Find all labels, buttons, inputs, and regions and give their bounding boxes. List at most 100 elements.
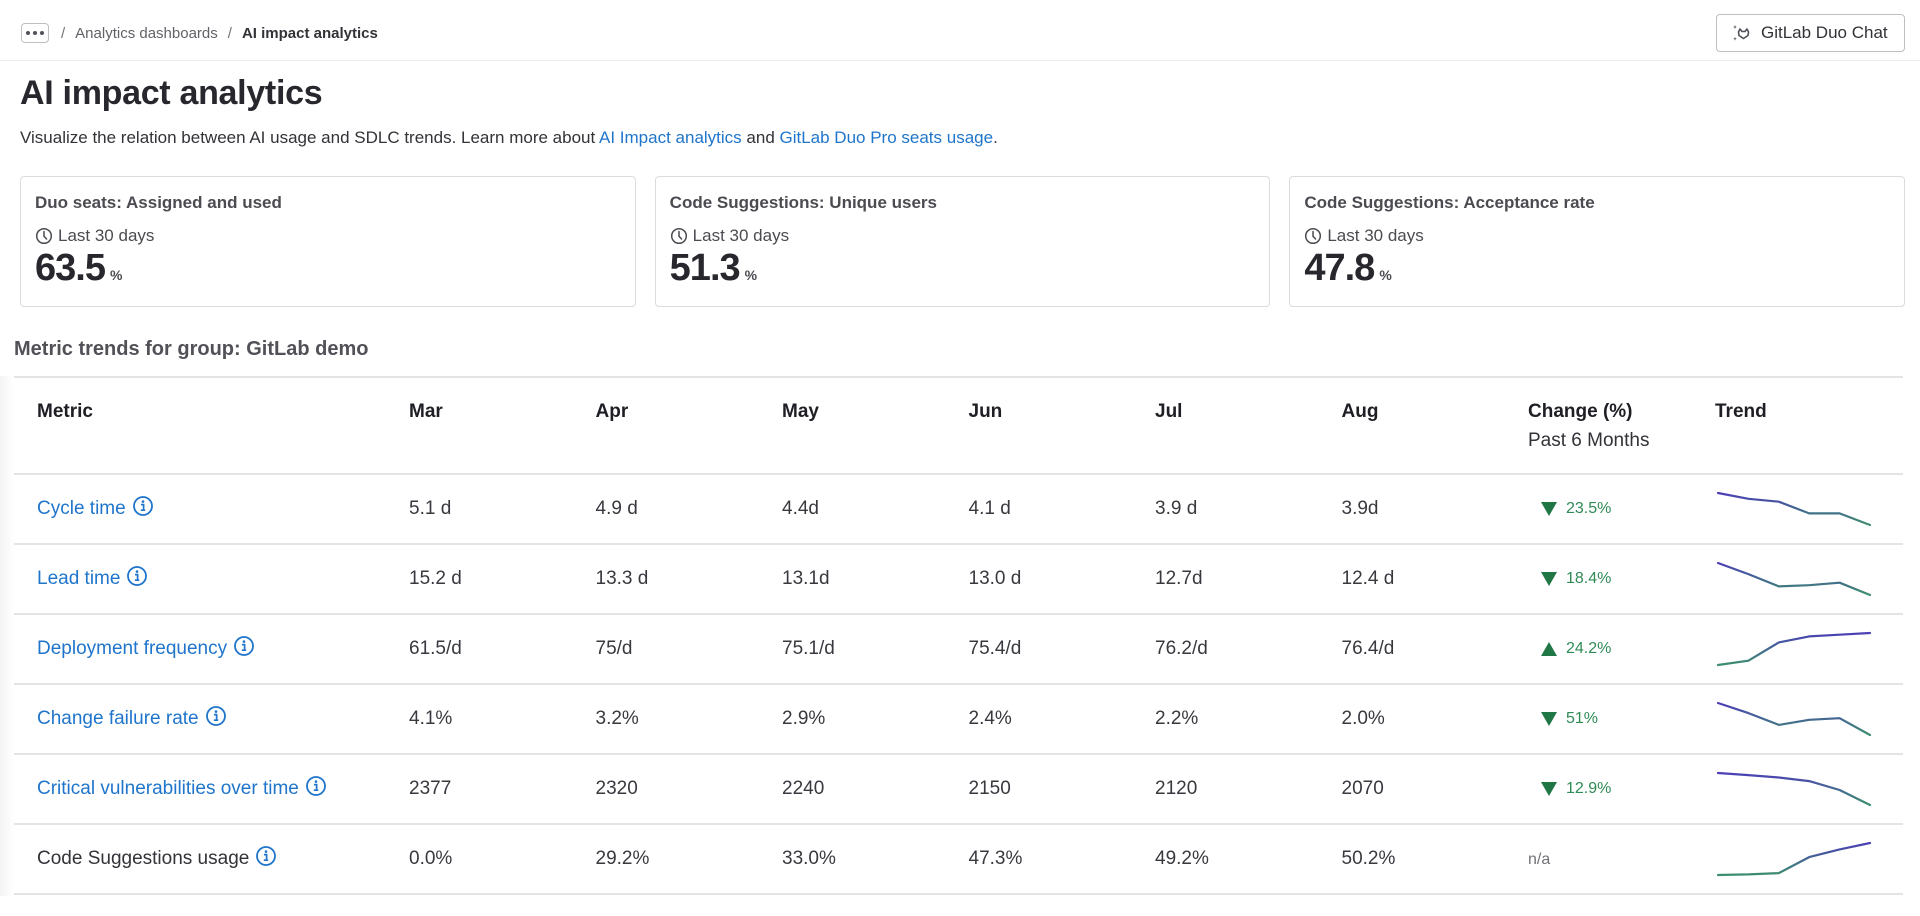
month-value: 47.3% — [968, 824, 1155, 895]
trend-cell — [1715, 684, 1903, 755]
month-value: 29.2% — [595, 824, 782, 895]
card-value: 63.5 % — [35, 247, 621, 290]
summary-cards: Duo seats: Assigned and used Last 30 day… — [20, 176, 1906, 307]
trend-sparkline — [1716, 771, 1872, 807]
info-icon[interactable] — [132, 495, 154, 523]
info-icon[interactable] — [205, 705, 227, 733]
top-bar: / Analytics dashboards / AI impact analy… — [0, 0, 1920, 61]
breadcrumb-more-button[interactable] — [21, 23, 49, 43]
trend-cell — [1715, 544, 1903, 615]
ai-impact-analytics-link[interactable]: AI Impact analytics — [599, 128, 742, 147]
info-icon[interactable] — [126, 565, 148, 593]
dot-icon — [40, 31, 44, 35]
change-cell: 12.9% — [1528, 754, 1715, 825]
card-number: 47.8 — [1304, 247, 1375, 289]
breadcrumb-current-page: AI impact analytics — [241, 24, 378, 42]
header-month: May — [782, 377, 969, 475]
trend-sparkline — [1716, 841, 1872, 877]
page-title: AI impact analytics — [20, 74, 323, 112]
card-period-label: Last 30 days — [1327, 226, 1424, 245]
breadcrumb: / Analytics dashboards / AI impact analy… — [21, 22, 378, 44]
month-value: 2377 — [409, 754, 596, 825]
month-value: 2150 — [968, 754, 1155, 825]
duo-chat-button[interactable]: GitLab Duo Chat — [1716, 14, 1905, 52]
metric-cell: Deployment frequency — [14, 614, 409, 685]
card-period-label: Last 30 days — [692, 226, 790, 245]
metric-cell: Code Suggestions usage — [14, 824, 409, 895]
triangle-down-icon — [1541, 782, 1557, 796]
month-value: 13.3 d — [595, 544, 782, 615]
month-value: 3.9 d — [1155, 474, 1342, 545]
month-value: 75/d — [595, 614, 782, 685]
metric-cell: Cycle time — [14, 474, 409, 545]
metric-name[interactable]: Deployment frequency — [37, 638, 228, 659]
header-change-label: Change (%) — [1528, 401, 1633, 422]
trend-sparkline — [1716, 631, 1872, 667]
metric-name[interactable]: Cycle time — [37, 498, 126, 519]
info-icon[interactable] — [233, 635, 255, 663]
month-value: 4.9 d — [595, 474, 782, 545]
month-value: 61.5/d — [409, 614, 596, 685]
month-value: 3.9d — [1341, 474, 1528, 545]
page-description: Visualize the relation between AI usage … — [20, 128, 998, 148]
card-period: Last 30 days — [670, 226, 1256, 246]
change-indicator: 23.5% — [1528, 500, 1715, 518]
metric-name[interactable]: Critical vulnerabilities over time — [37, 778, 299, 799]
month-value: 4.1% — [409, 684, 596, 755]
month-value: 3.2% — [595, 684, 782, 755]
table-row: Lead time 15.2 d 13.3 d 13.1d 13.0 d 12.7d 12.… — [14, 544, 1903, 615]
month-value: 2.4% — [968, 684, 1155, 755]
table-row: Deployment frequency 61.5/d 75/d 75.1/d 75.4… — [14, 614, 1903, 685]
duo-pro-seats-usage-link[interactable]: GitLab Duo Pro seats usage — [779, 128, 994, 147]
header-change-sub: Past 6 Months — [1528, 430, 1650, 451]
change-cell: 23.5% — [1528, 474, 1715, 545]
dot-icon — [26, 31, 30, 35]
metrics-table: Metric Mar Apr May Jun Jul Aug Change (%… — [14, 376, 1903, 895]
card-period: Last 30 days — [1304, 226, 1890, 246]
info-icon[interactable] — [305, 775, 327, 803]
month-value: 13.0 d — [968, 544, 1155, 615]
month-value: 12.7d — [1155, 544, 1342, 615]
metric-name: Code Suggestions usage — [37, 848, 250, 869]
trend-sparkline — [1716, 561, 1872, 597]
month-value: 50.2% — [1341, 824, 1528, 895]
trend-cell — [1715, 614, 1903, 685]
change-indicator: 24.2% — [1528, 640, 1715, 658]
month-value: 2120 — [1155, 754, 1342, 825]
clock-icon — [35, 227, 53, 245]
card-title: Code Suggestions: Acceptance rate — [1304, 193, 1595, 212]
card-acceptance-rate: Code Suggestions: Acceptance rate Last 3… — [1289, 176, 1906, 307]
triangle-up-icon — [1541, 642, 1557, 656]
metric-cell: Change failure rate — [14, 684, 409, 755]
breadcrumb-analytics-dashboards[interactable]: Analytics dashboards — [75, 24, 218, 42]
trend-cell — [1715, 474, 1903, 545]
change-value: 51% — [1566, 710, 1599, 727]
triangle-down-icon — [1541, 572, 1557, 586]
card-unit: % — [744, 267, 758, 283]
table-row: Code Suggestions usage 0.0% 29.2% 33.0% 47.3… — [14, 824, 1903, 895]
card-title: Code Suggestions: Unique users — [669, 193, 937, 212]
month-value: 75.4/d — [968, 614, 1155, 685]
clock-icon — [670, 227, 687, 245]
clock-icon — [1305, 227, 1322, 245]
card-value: 51.3 % — [670, 247, 1256, 290]
card-number: 63.5 — [35, 247, 106, 289]
trend-sparkline — [1716, 701, 1872, 737]
metric-name[interactable]: Lead time — [37, 568, 121, 589]
change-cell: 24.2% — [1528, 614, 1715, 685]
description-text: Visualize the relation between AI usage … — [20, 128, 600, 147]
metric-name[interactable]: Change failure rate — [37, 708, 199, 729]
change-cell: 51% — [1528, 684, 1715, 755]
month-value: 4.4d — [782, 474, 969, 545]
metric-cell: Lead time — [14, 544, 409, 615]
card-duo-seats: Duo seats: Assigned and used Last 30 day… — [20, 176, 636, 307]
section-title: Metric trends for group: GitLab demo — [14, 338, 369, 360]
card-unique-users: Code Suggestions: Unique users Last 30 d… — [654, 176, 1271, 307]
change-value: 18.4% — [1566, 570, 1612, 587]
month-value: 2240 — [782, 754, 969, 825]
month-value: 2320 — [595, 754, 782, 825]
header-month: Mar — [409, 377, 596, 475]
info-icon[interactable] — [255, 845, 277, 873]
trend-cell — [1715, 824, 1903, 895]
triangle-down-icon — [1541, 712, 1557, 726]
